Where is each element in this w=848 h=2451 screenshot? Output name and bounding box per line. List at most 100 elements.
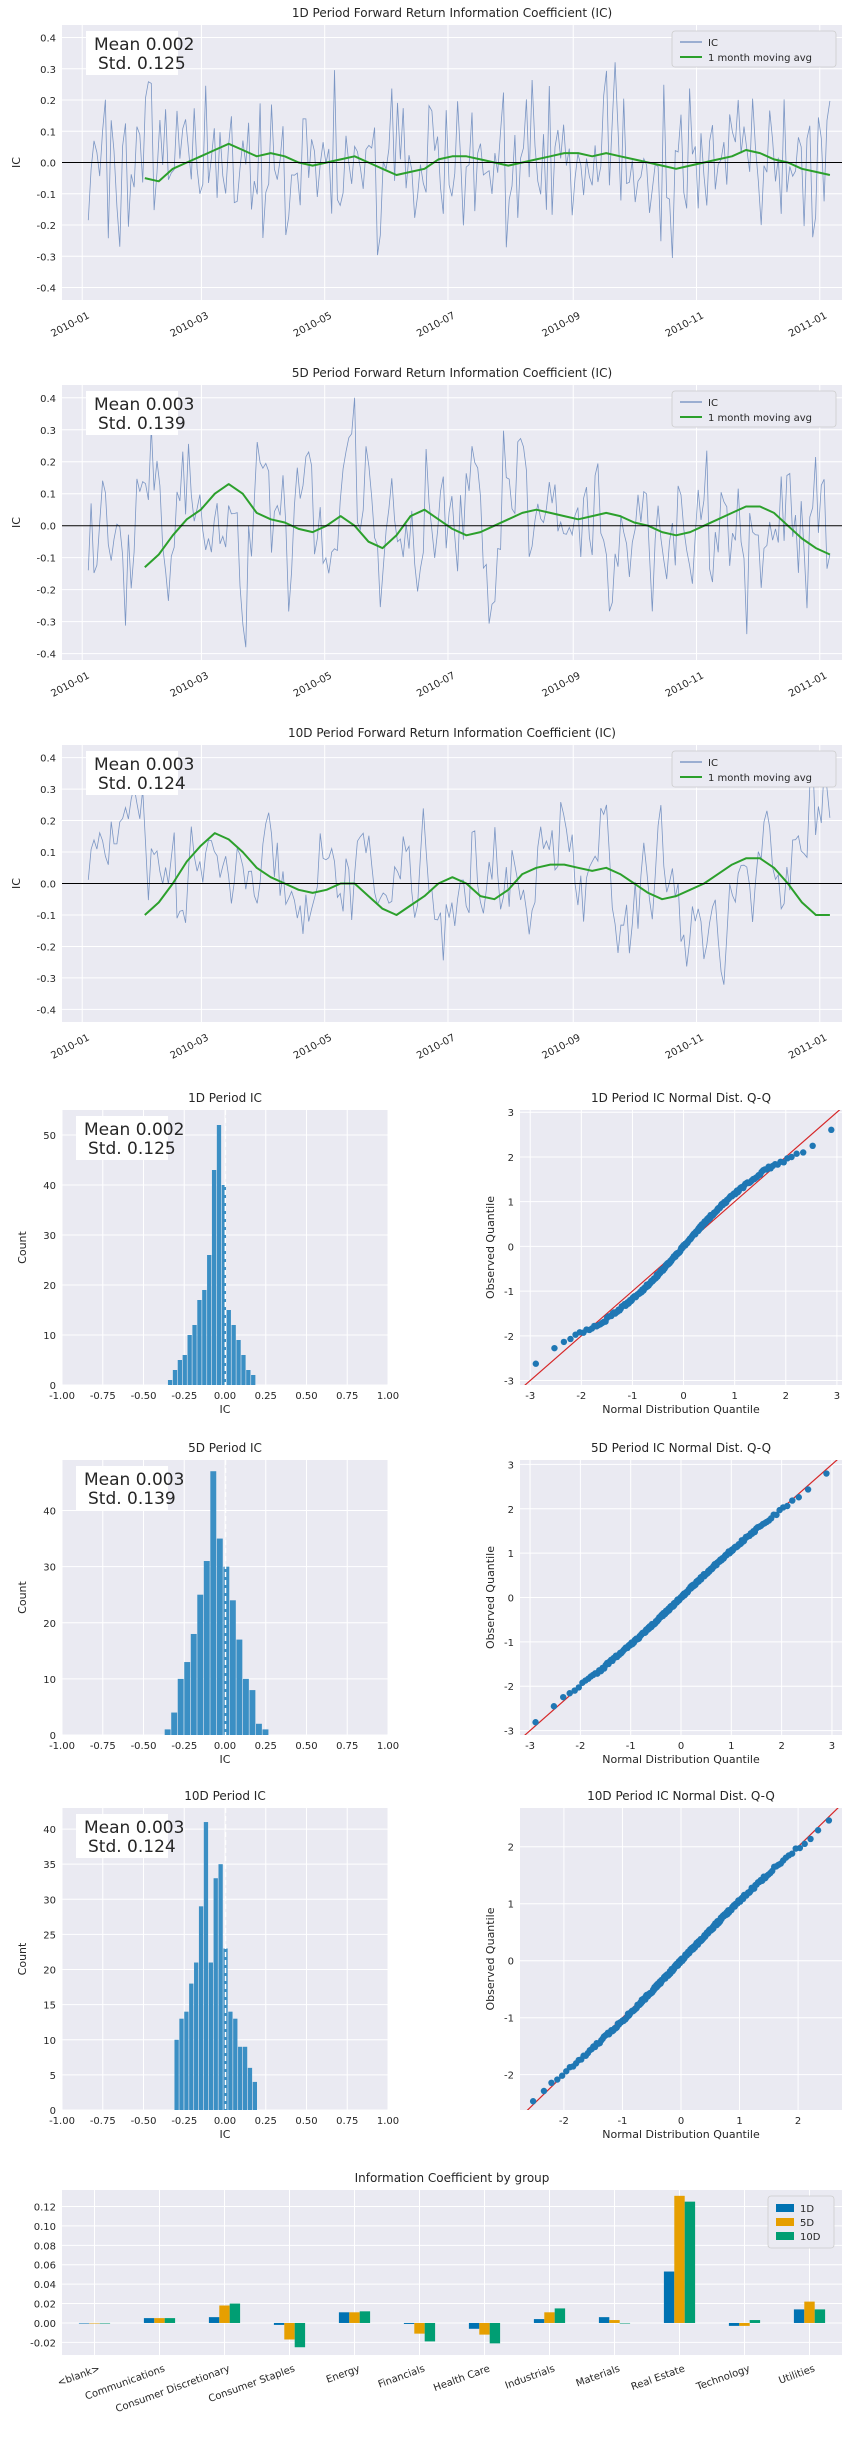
legend-label-1D: 1D <box>800 2204 814 2215</box>
category-tick-label: Materials <box>575 2363 622 2389</box>
y-axis-label: Count <box>16 1230 29 1263</box>
x-tick-label: 1 <box>736 2116 742 2127</box>
y-tick-label: 0.10 <box>34 2222 56 2233</box>
x-tick-label: 0.25 <box>255 1741 277 1752</box>
ic-by-group-chart: -0.02 0.00 0.02 0.04 0.06 0.08 0.10 0.12 <blank>… <box>30 2171 842 2415</box>
group-bar-10D <box>814 2309 826 2323</box>
qq-point <box>823 1470 830 1477</box>
moving-average-line <box>144 483 831 569</box>
group-bar-5D <box>739 2322 750 2326</box>
histogram-bar <box>177 1678 184 1735</box>
y-tick-label: 0.4 <box>40 754 56 765</box>
y-tick-label: 3 <box>508 1460 514 1471</box>
group-bar-10D <box>684 2201 696 2323</box>
y-tick-label: 0 <box>508 1594 514 1605</box>
y-tick-label: -3 <box>504 1727 514 1738</box>
y-tick-label: 0.3 <box>40 785 56 796</box>
x-tick-label: 0.50 <box>295 1391 317 1402</box>
y-tick-label: 0.2 <box>40 817 56 828</box>
x-tick-label: -2 <box>576 1391 586 1402</box>
x-tick-label: 0.75 <box>336 1391 358 1402</box>
x-tick-label: -3 <box>525 1391 535 1402</box>
histogram-bar <box>197 1594 204 1735</box>
x-tick-label: 2011-01 <box>787 310 829 339</box>
x-tick-label: 2010-03 <box>169 1032 211 1061</box>
y-tick-label: 0.02 <box>34 2300 56 2311</box>
category-tick-label: Industrials <box>504 2363 557 2391</box>
x-tick-label: 2010-07 <box>415 310 457 339</box>
x-tick-label: 2010-11 <box>664 670 706 699</box>
x-tick-label: 2010-05 <box>292 310 334 339</box>
y-tick-label: 0.2 <box>40 96 56 107</box>
stats-std: Std. 0.125 <box>88 1139 176 1159</box>
histogram-bar <box>192 1325 197 1385</box>
group-bar-10D <box>619 2322 631 2324</box>
x-tick-label: 2010-03 <box>169 310 211 339</box>
y-tick-label: -0.4 <box>36 650 56 661</box>
y-tick-label: 0 <box>508 1242 514 1253</box>
group-bar-5D <box>544 2312 555 2323</box>
qq-point <box>788 1153 795 1161</box>
qq-point <box>784 1502 791 1510</box>
y-tick-label: 40 <box>43 1825 56 1836</box>
group-bar-10D <box>229 2303 241 2323</box>
x-tick-label: 0.00 <box>214 2116 236 2127</box>
y-tick-label: 2 <box>508 1505 514 1516</box>
y-tick-label: 40 <box>43 1181 56 1192</box>
legend-label-5D: 5D <box>800 2218 814 2229</box>
y-tick-label: 0 <box>50 2106 56 2117</box>
y-tick-label: 0.4 <box>40 34 56 45</box>
y-tick-label: 0.0 <box>40 522 56 533</box>
y-tick-label: 0.08 <box>34 2241 56 2252</box>
x-tick-label: 2010-03 <box>169 670 211 699</box>
chart-title: Information Coefficient by group <box>355 2171 550 2185</box>
histogram-bar <box>172 1370 178 1385</box>
chart-title: 10D Period Forward Return Information Co… <box>288 726 616 740</box>
histogram-bar <box>211 1170 217 1385</box>
x-tick-label: 2 <box>795 2116 801 2127</box>
y-tick-label: -1 <box>504 1638 514 1649</box>
y-tick-label: -0.1 <box>36 190 56 201</box>
category-tick-label: Health Care <box>432 2363 491 2394</box>
stats-std: Std. 0.124 <box>88 1837 176 1857</box>
group-bar-1D <box>468 2322 480 2329</box>
stats-mean: Mean 0.003 <box>94 395 194 415</box>
stats-mean: Mean 0.002 <box>84 1120 184 1140</box>
y-tick-label: 1 <box>508 1198 514 1209</box>
stats-box <box>76 1116 168 1160</box>
y-tick-label: 0 <box>50 1381 56 1392</box>
group-bar-10D <box>489 2322 501 2344</box>
y-tick-label: 0.0 <box>40 880 56 891</box>
group-bar-1D <box>663 2271 675 2323</box>
histogram-bar <box>213 1878 218 2110</box>
histogram-bar <box>198 1906 204 2110</box>
y-axis-label: Count <box>16 1580 29 1613</box>
qq-point <box>828 1126 835 1134</box>
category-tick-label: <blank> <box>56 2363 101 2388</box>
x-tick-label: 2010-09 <box>540 670 582 699</box>
histogram-bar <box>246 1370 251 1385</box>
group-bar-5D <box>674 2195 685 2323</box>
ic-histogram-hist1: 0 10 20 30 40 50 -1.00 -0.75 -0.50 -0.25 0.00 0.25 0… <box>16 1091 399 1416</box>
chart-title: 10D Period IC <box>184 1789 265 1803</box>
qq-point <box>551 1344 558 1352</box>
y-tick-label: 0.12 <box>34 2203 56 2214</box>
histogram-bar <box>233 2018 238 2110</box>
y-axis-label: IC <box>10 878 23 889</box>
group-bar-10D <box>424 2322 436 2342</box>
group-bar-1D <box>403 2322 415 2324</box>
stats-std: Std. 0.125 <box>98 54 186 74</box>
x-tick-label: 2010-07 <box>415 670 457 699</box>
qq-plot-area <box>526 1808 839 2110</box>
group-bar-5D <box>284 2322 295 2340</box>
qq-point <box>809 1142 816 1149</box>
category-tick-label: Energy <box>325 2363 362 2385</box>
x-tick-label: 2010-07 <box>415 1032 457 1061</box>
histogram-bar <box>187 1335 192 1385</box>
x-tick-label: -1 <box>617 2116 627 2127</box>
moving-average-line <box>144 142 831 183</box>
y-tick-label: 0.4 <box>40 394 56 405</box>
y-tick-label: -1 <box>504 2014 514 2025</box>
stats-mean: Mean 0.003 <box>84 1818 184 1838</box>
x-tick-label: -1 <box>626 1741 636 1752</box>
